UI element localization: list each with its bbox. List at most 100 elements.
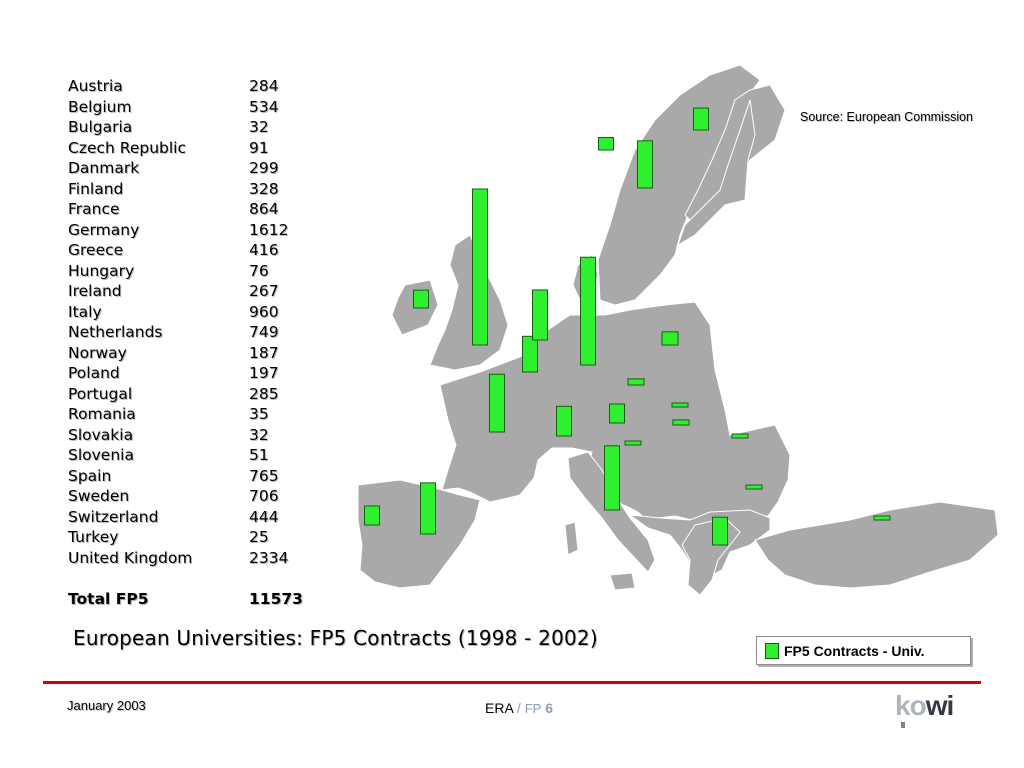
kowi-logo: kowi xyxy=(895,690,955,728)
country-name: Netherlands xyxy=(68,323,163,341)
table-row: Poland 197 xyxy=(68,363,328,384)
land-britain xyxy=(429,234,509,371)
footer-era-fp: ERA / FP 6 xyxy=(485,700,553,716)
table-row: Hungary 76 xyxy=(68,261,328,282)
contract-count: 285 xyxy=(249,384,279,403)
country-name: Finland xyxy=(68,179,124,198)
country-name: Austria xyxy=(68,77,123,95)
bar-belgium xyxy=(522,335,538,373)
contract-count: 864 xyxy=(249,200,279,218)
contract-count: 328 xyxy=(249,179,279,198)
contract-count: 765 xyxy=(249,466,279,485)
bar-france xyxy=(489,373,505,433)
table-row: Bulgaria 32 xyxy=(68,117,328,138)
bars-layer xyxy=(364,107,891,546)
country-name: Slovenia xyxy=(68,446,134,464)
contract-count: 284 xyxy=(249,77,279,95)
chart-title: European Universities: FP5 Contracts (19… xyxy=(73,626,598,650)
table-row: Romania 35 xyxy=(68,404,328,425)
bar-finland xyxy=(693,107,709,131)
bar-germany xyxy=(580,256,596,366)
country-name: Ireland xyxy=(68,282,122,300)
footer-fp-num: 6 xyxy=(541,700,553,716)
logo-ko: ko xyxy=(895,690,927,721)
table-row: Slovenia 51 xyxy=(68,445,328,466)
country-name: Sweden xyxy=(68,487,130,505)
bar-hungary xyxy=(672,419,690,426)
contract-count: 534 xyxy=(249,97,279,116)
footer-date: January 2003 xyxy=(67,698,146,713)
source-note: Source: European Commission xyxy=(800,110,973,124)
contract-count: 416 xyxy=(249,241,279,259)
contract-count: 35 xyxy=(249,405,269,423)
table-row: Belgium 534 xyxy=(68,97,328,118)
contract-count: 2334 xyxy=(249,548,289,567)
country-name: Danmark xyxy=(68,159,140,177)
bar-portugal xyxy=(364,505,380,526)
table-row: Norway 187 xyxy=(68,343,328,364)
country-name: Belgium xyxy=(68,97,132,116)
table-row: Ireland 267 xyxy=(68,281,328,302)
contract-count: 1612 xyxy=(249,220,289,239)
contract-count: 749 xyxy=(249,323,279,341)
footer-era: ERA xyxy=(485,700,514,716)
country-name: Slovakia xyxy=(68,425,134,444)
total-value: 11573 xyxy=(249,589,303,608)
table-row: Portugal 285 xyxy=(68,384,328,405)
country-name: United Kingdom xyxy=(68,548,193,567)
country-name: Bulgaria xyxy=(68,118,133,136)
table-row: Sweden 706 xyxy=(68,486,328,507)
contract-count: 51 xyxy=(249,446,269,464)
bar-norway xyxy=(598,137,614,151)
footer-rule xyxy=(43,681,981,684)
land-turkey xyxy=(754,501,999,589)
bar-spain xyxy=(420,482,436,535)
country-name: Greece xyxy=(68,241,124,259)
contract-count: 32 xyxy=(249,118,269,136)
contract-count: 32 xyxy=(249,425,269,444)
land-iberia xyxy=(357,479,481,589)
contract-count: 267 xyxy=(249,282,279,300)
land-finland-east xyxy=(677,99,756,247)
bar-italy xyxy=(604,445,620,511)
contract-count: 187 xyxy=(249,343,279,362)
table-row: Slovakia 32 xyxy=(68,425,328,446)
country-name: Poland xyxy=(68,364,120,382)
bar-switzerland xyxy=(556,405,572,437)
table-row: Turkey 25 xyxy=(68,527,328,548)
table-row: France 864 xyxy=(68,199,328,220)
country-name: Turkey xyxy=(68,528,119,546)
bar-poland xyxy=(661,331,679,346)
country-name: Spain xyxy=(68,466,112,485)
country-name: Portugal xyxy=(68,384,133,403)
table-row: Austria 284 xyxy=(68,76,328,97)
table-row: Spain 765 xyxy=(68,466,328,487)
country-name: Germany xyxy=(68,220,140,239)
logo-wi: wi xyxy=(925,690,955,721)
bar-sweden xyxy=(637,140,653,189)
country-name: Hungary xyxy=(68,261,135,280)
table-row: Czech Republic 91 xyxy=(68,138,328,159)
land-shapes xyxy=(357,64,999,596)
bar-slovenia xyxy=(624,440,642,446)
table-row: Greece 416 xyxy=(68,240,328,261)
bar-austria xyxy=(609,403,625,424)
bar-ireland xyxy=(413,289,429,309)
footer-fp: FP xyxy=(524,701,542,716)
country-table: Austria 284 Belgium 534 Bulgaria 32 Czech Repu… xyxy=(68,76,328,609)
legend: FP5 Contracts - Univ. xyxy=(756,636,971,665)
bar-slovakia xyxy=(671,402,689,408)
bar-romania xyxy=(731,433,749,439)
bar-bulgaria xyxy=(745,484,763,490)
contract-count: 960 xyxy=(249,302,279,321)
table-row: Finland 328 xyxy=(68,179,328,200)
table-row: Germany 1612 xyxy=(68,220,328,241)
table-row: United Kingdom 2334 xyxy=(68,548,328,569)
logo-dot xyxy=(901,722,905,728)
country-name: Switzerland xyxy=(68,507,159,526)
bar-greece xyxy=(712,516,728,546)
contract-count: 197 xyxy=(249,364,279,382)
country-name: France xyxy=(68,200,120,218)
table-row: Italy 960 xyxy=(68,302,328,323)
contract-count: 91 xyxy=(249,138,269,157)
